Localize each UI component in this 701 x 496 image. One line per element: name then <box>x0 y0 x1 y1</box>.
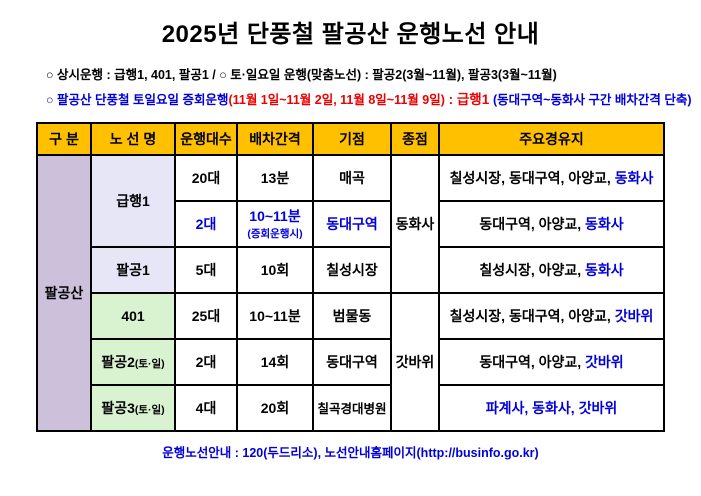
cell-count: 5대 <box>174 245 238 294</box>
cell-via: 칠성시장, 동대구역, 아양교, 동화사 <box>438 153 665 202</box>
via-highlight: 동화사 <box>614 169 654 186</box>
cell-count: 20대 <box>174 153 238 202</box>
note-extra-red-dates: (11월 1일~11월 2일, 11월 8일~11월 9일) <box>228 93 445 108</box>
table-row: 401 25대 10~11분 범물동 갓바위 칠성시장, 동대구역, 아양교, … <box>37 291 665 432</box>
cell-interval: 13분 <box>236 153 314 202</box>
column-header-interval: 배차간격 <box>236 121 314 156</box>
table-row: 팔공산 급행1 20대 13분 매곡 동화사 칠성시장, 동대구역, 아양교, … <box>36 153 665 432</box>
cell-origin: 동대구역 <box>312 337 392 386</box>
column-header-destination: 종점 <box>390 121 440 156</box>
table-row: 팔공3(토·일) 4대 20회 칠곡경대병원 파계사, 동화사, 갓바위 <box>37 383 665 432</box>
cell-count: 25대 <box>174 291 238 340</box>
column-header-via: 주요경유지 <box>438 121 665 156</box>
interval-sub: (증회운행시) <box>247 228 303 241</box>
cell-interval: 14회 <box>236 337 314 386</box>
header-row: 구 분 노 선 명 운행대수 배차간격 기점 종점 주요경유지 <box>36 121 665 156</box>
route-main: 팔공2 <box>101 353 135 370</box>
note-regular-service: ○ 상시운행 : 급행1, 401, 팔공1 / ○ 토·일요일 운행(맞춤노선… <box>46 63 701 87</box>
cell-destination: 동화사 <box>390 153 440 294</box>
cell-via: 동대구역, 아양교, 동화사 <box>438 199 665 248</box>
cell-interval: 20회 <box>236 383 314 432</box>
cell-route: 팔공2(토·일) <box>90 337 176 386</box>
via-highlight: 갓바위 <box>614 307 654 324</box>
column-header-origin: 기점 <box>312 121 392 156</box>
footer-info: 운행노선안내 : 120(두드리소), 노선안내홈페이지(http://busi… <box>162 445 539 460</box>
route-main: 팔공3 <box>101 399 135 416</box>
via-highlight: 파계사, 동화사, 갓바위 <box>485 399 618 416</box>
cell-interval: 10회 <box>236 245 314 294</box>
column-header-group: 구 분 <box>36 121 92 156</box>
note-regular-service-text: ○ 상시운행 : 급행1, 401, 팔공1 / ○ 토·일요일 운행(맞춤노선… <box>46 68 557 82</box>
cell-origin: 범물동 <box>312 291 392 340</box>
interval-main: 10~11분 <box>249 208 301 225</box>
cell-origin: 동대구역 <box>312 199 392 248</box>
via-main: 칠성시장, 동대구역, 아양교, <box>449 307 615 324</box>
cell-destination: 갓바위 <box>390 291 440 432</box>
route-sub: (토·일) <box>134 403 165 416</box>
cell-interval: 10~11분 <box>236 291 314 340</box>
via-main: 칠성시장, 동대구역, 아양교, <box>449 169 615 186</box>
cell-origin: 칠성시장 <box>312 245 392 294</box>
via-main: 동대구역, 아양교, <box>479 215 586 232</box>
cell-interval: 10~11분 (증회운행시) <box>236 199 314 248</box>
table-row: 2대 10~11분 (증회운행시) 동대구역 동대구역, 아양교, 동화사 <box>37 199 665 248</box>
via-highlight: 동화사 <box>585 215 624 232</box>
page-title: 2025년 단풍철 팔공산 운행노선 안내 <box>161 21 540 48</box>
cell-via: 칠성시장, 동대구역, 아양교, 갓바위 <box>438 291 665 340</box>
cell-group: 팔공산 <box>36 153 92 432</box>
cell-via: 동대구역, 아양교, 갓바위 <box>438 337 665 386</box>
cell-count: 2대 <box>174 199 238 248</box>
cell-route: 급행1 <box>90 153 176 248</box>
note-extra-service: ○ 팔공산 단풍철 토일요일 증회운행(11월 1일~11월 2일, 11월 8… <box>46 87 701 113</box>
via-highlight: 동화사 <box>585 261 624 278</box>
cell-route: 401 <box>90 291 176 340</box>
note-extra-blue-lead: ○ 팔공산 단풍철 토일요일 증회운행 <box>46 93 229 108</box>
via-main: 칠성시장, 아양교, <box>479 261 586 278</box>
cell-via: 파계사, 동화사, 갓바위 <box>438 383 665 432</box>
via-highlight: 갓바위 <box>585 353 624 370</box>
table-row: 팔공2(토·일) 2대 14회 동대구역 동대구역, 아양교, 갓바위 <box>37 337 665 386</box>
route-table: 구 분 노 선 명 운행대수 배차간격 기점 종점 주요경유지 팔공산 급행1 … <box>36 121 665 432</box>
cell-route: 팔공3(토·일) <box>90 383 176 432</box>
note-extra-red-route: : 급행1 <box>444 92 493 108</box>
cell-count: 4대 <box>174 383 238 432</box>
cell-origin: 칠곡경대병원 <box>312 383 392 432</box>
via-main: 동대구역, 아양교, <box>479 353 586 370</box>
route-sub: (토·일) <box>134 357 165 370</box>
column-header-count: 운행대수 <box>174 121 238 156</box>
column-header-route: 노 선 명 <box>90 121 176 156</box>
cell-via: 칠성시장, 아양교, 동화사 <box>438 245 665 294</box>
cell-count: 2대 <box>174 337 238 386</box>
cell-origin: 매곡 <box>312 153 392 202</box>
note-extra-blue-detail: (동대구역~동화사 구간 배차간격 단축) <box>493 93 692 108</box>
cell-route: 팔공1 <box>90 245 176 294</box>
notes-section: ○ 상시운행 : 급행1, 401, 팔공1 / ○ 토·일요일 운행(맞춤노선… <box>46 63 701 114</box>
table-row: 팔공1 5대 10회 칠성시장 칠성시장, 아양교, 동화사 <box>37 245 665 294</box>
